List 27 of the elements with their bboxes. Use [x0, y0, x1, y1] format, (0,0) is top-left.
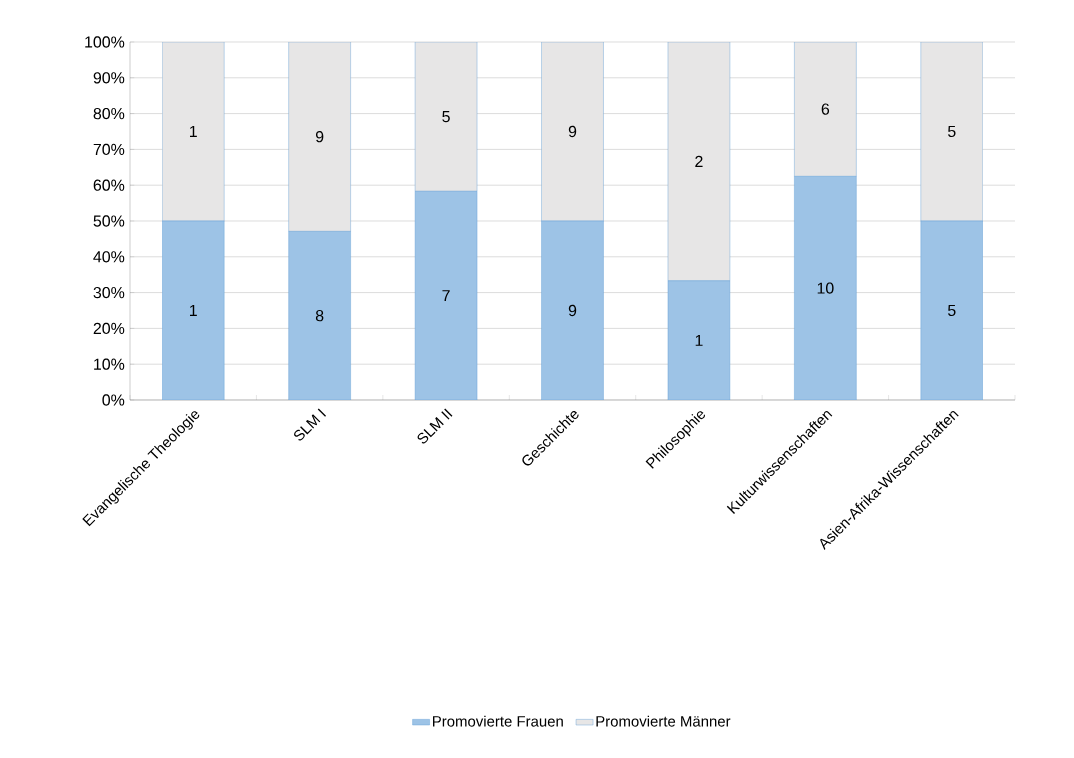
annotation: 9	[568, 125, 577, 138]
annotation: 7	[442, 290, 450, 302]
annotation: 1	[695, 334, 703, 346]
y-tick-label: 80%	[93, 107, 125, 120]
annotation: 5	[948, 304, 956, 317]
legend-label: Promovierte Frauen	[433, 715, 563, 727]
y-tick-label: 30%	[93, 286, 125, 299]
y-tick-label: 10%	[94, 358, 125, 370]
y-tick-label: 70%	[93, 143, 125, 156]
annotation: 6	[821, 103, 830, 115]
y-tick-label: 0%	[102, 394, 125, 406]
y-tick-label: 20%	[93, 322, 125, 335]
y-tick-label: 60%	[93, 179, 125, 191]
annotation: 5	[948, 125, 956, 138]
annotation: 5	[442, 111, 450, 123]
annotation: 1	[190, 305, 197, 316]
annotation: 1	[190, 126, 197, 137]
annotation: 8	[315, 310, 324, 322]
annotation: 10	[817, 282, 834, 294]
annotation: 9	[568, 304, 577, 317]
annotation: 9	[315, 131, 324, 143]
y-tick-label: 90%	[93, 72, 125, 84]
y-tick-label: 100%	[85, 36, 125, 48]
y-tick-label: 50%	[93, 215, 125, 227]
y-tick-label: 40%	[93, 251, 125, 263]
legend-label: Promovierte Männer	[596, 715, 731, 727]
annotation: 2	[695, 155, 703, 167]
